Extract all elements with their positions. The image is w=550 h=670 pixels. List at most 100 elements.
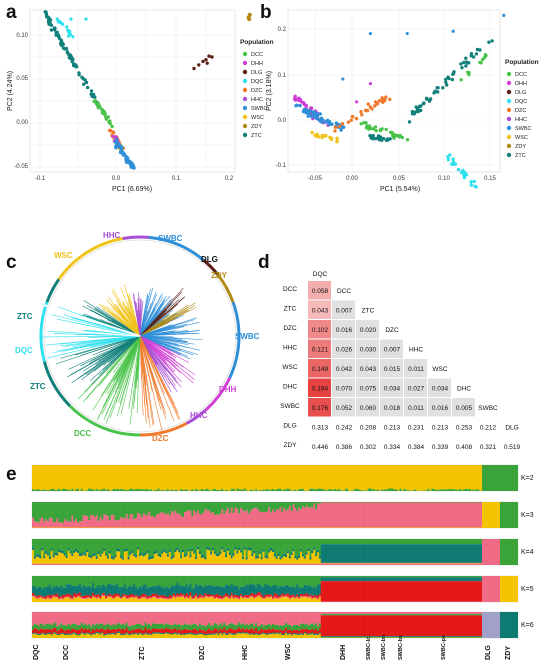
structure-segment <box>155 550 158 553</box>
structure-segment <box>296 597 299 602</box>
structure-segment <box>384 465 387 490</box>
structure-segment <box>371 577 374 582</box>
structure-segment <box>101 539 104 552</box>
structure-segment <box>118 548 121 552</box>
structure-segment <box>33 585 37 595</box>
fst-value: 0.034 <box>384 386 401 393</box>
structure-segment <box>187 624 190 630</box>
structure-segment <box>165 539 168 551</box>
pca-b-point-dzc <box>333 125 338 129</box>
tree-label-swbc-right: SWBC <box>235 332 260 341</box>
structure-segment <box>326 490 329 491</box>
structure-segment <box>388 488 391 491</box>
tree-ring-wsc <box>57 237 124 281</box>
structure-segment <box>193 633 196 635</box>
structure-segment <box>371 544 374 563</box>
structure-segment <box>193 510 196 528</box>
structure-segment <box>228 596 232 599</box>
structure-segment <box>189 510 192 528</box>
structure-segment <box>62 563 65 565</box>
structure-segment <box>330 502 333 528</box>
structure-segment <box>262 502 265 513</box>
legend-swatch-dcc <box>506 71 512 77</box>
structure-segment <box>225 630 228 634</box>
structure-segment <box>48 539 52 557</box>
structure-segment <box>326 539 329 545</box>
structure-segment <box>148 629 151 634</box>
structure-segment <box>354 465 357 489</box>
tree-branch-swbc <box>139 291 157 337</box>
structure-segment <box>63 488 67 491</box>
structure-segment <box>249 628 252 634</box>
structure-segment <box>437 577 440 582</box>
structure-segment <box>146 527 149 528</box>
structure-segment <box>120 633 123 635</box>
structure-segment <box>405 527 408 528</box>
structure-segment <box>71 556 74 564</box>
structure-segment <box>474 601 477 602</box>
structure-segment <box>403 563 406 565</box>
structure-segment <box>197 502 200 511</box>
structure-segment <box>33 596 37 598</box>
structure-segment <box>324 502 327 528</box>
structure-segment <box>343 502 346 528</box>
structure-segment <box>247 527 250 528</box>
structure-segment <box>215 527 218 528</box>
structure-segment <box>99 633 102 635</box>
structure-segment <box>41 628 44 633</box>
structure-segment <box>161 527 164 528</box>
structure-segment <box>60 563 63 565</box>
structure-segment <box>305 554 308 564</box>
structure-segment <box>200 555 203 558</box>
structure-segment <box>212 634 215 638</box>
tree-branch-dcc <box>112 335 141 382</box>
structure-segment <box>367 502 370 503</box>
structure-segment <box>133 597 136 599</box>
structure-segment <box>300 587 303 595</box>
structure-segment <box>32 595 35 597</box>
structure-segment <box>378 562 382 564</box>
structure-segment <box>240 527 243 528</box>
structure-segment <box>137 576 140 589</box>
structure-segment <box>347 562 350 564</box>
structure-segment <box>52 633 55 638</box>
structure-segment <box>378 601 382 602</box>
structure-segment <box>320 502 323 528</box>
structure-segment <box>167 513 170 528</box>
structure-segment <box>268 598 271 602</box>
structure-segment <box>371 489 374 491</box>
structure-segment <box>67 548 70 551</box>
structure-segment <box>307 576 310 586</box>
structure-segment <box>362 576 365 578</box>
structure-segment <box>114 612 117 626</box>
legend-label-dzc: DZC <box>251 88 262 94</box>
structure-segment <box>127 527 130 528</box>
structure-segment <box>272 576 275 586</box>
structure-segment <box>108 625 112 630</box>
structure-segment <box>63 465 67 489</box>
structure-segment <box>77 552 80 564</box>
pca-a-ytick-1: 0.05 <box>16 76 28 82</box>
structure-segment <box>125 627 128 633</box>
structure-segment <box>77 625 80 631</box>
structure-segment <box>197 599 200 602</box>
structure-segment <box>140 465 143 490</box>
structure-segment <box>217 633 220 636</box>
structure-segment <box>242 596 245 598</box>
structure-segment <box>238 599 241 602</box>
structure-segment <box>260 502 263 512</box>
structure-segment <box>198 563 202 565</box>
structure-segment <box>210 527 213 528</box>
structure-segment <box>208 550 211 564</box>
structure-segment <box>422 502 425 528</box>
structure-segment <box>157 465 160 489</box>
structure-segment <box>176 630 179 634</box>
structure-segment <box>62 576 65 588</box>
structure-segment <box>330 465 333 490</box>
structure-segment <box>150 576 153 587</box>
structure-segment <box>112 559 115 564</box>
structure-segment <box>204 502 207 509</box>
structure-segment <box>71 634 74 638</box>
structure-segment <box>307 507 310 528</box>
structure-segment <box>152 558 155 564</box>
